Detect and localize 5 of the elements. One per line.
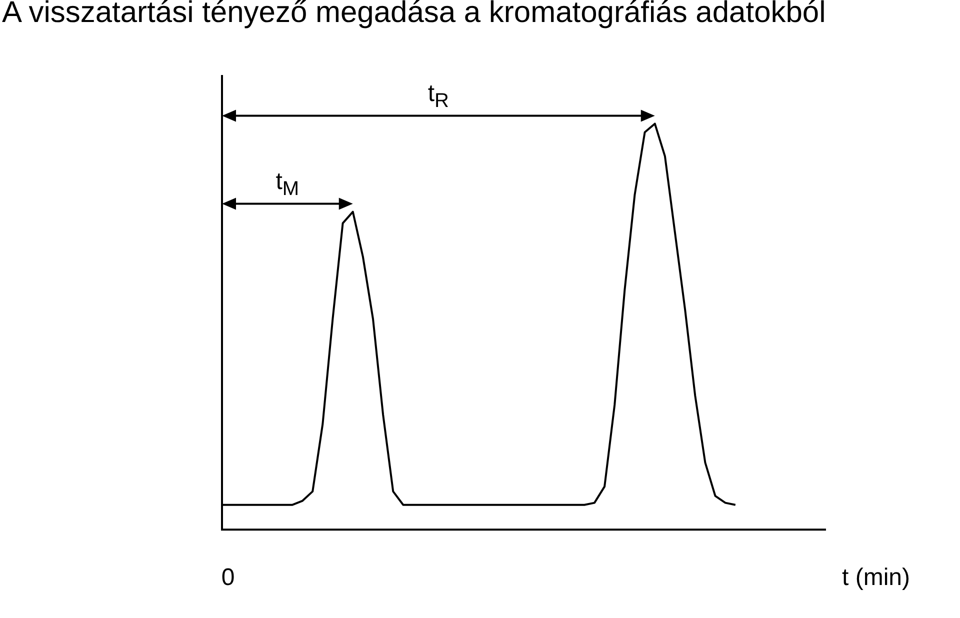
x-axis-title: t (min) bbox=[842, 564, 910, 592]
chart-title: A visszatartási tényező megadása a kromatográfiás adatokból bbox=[2, 0, 826, 30]
text: 0 bbox=[221, 564, 235, 592]
text: t$_{R}$ bbox=[428, 80, 449, 112]
annotation: t$_{M}$ bbox=[276, 168, 300, 201]
